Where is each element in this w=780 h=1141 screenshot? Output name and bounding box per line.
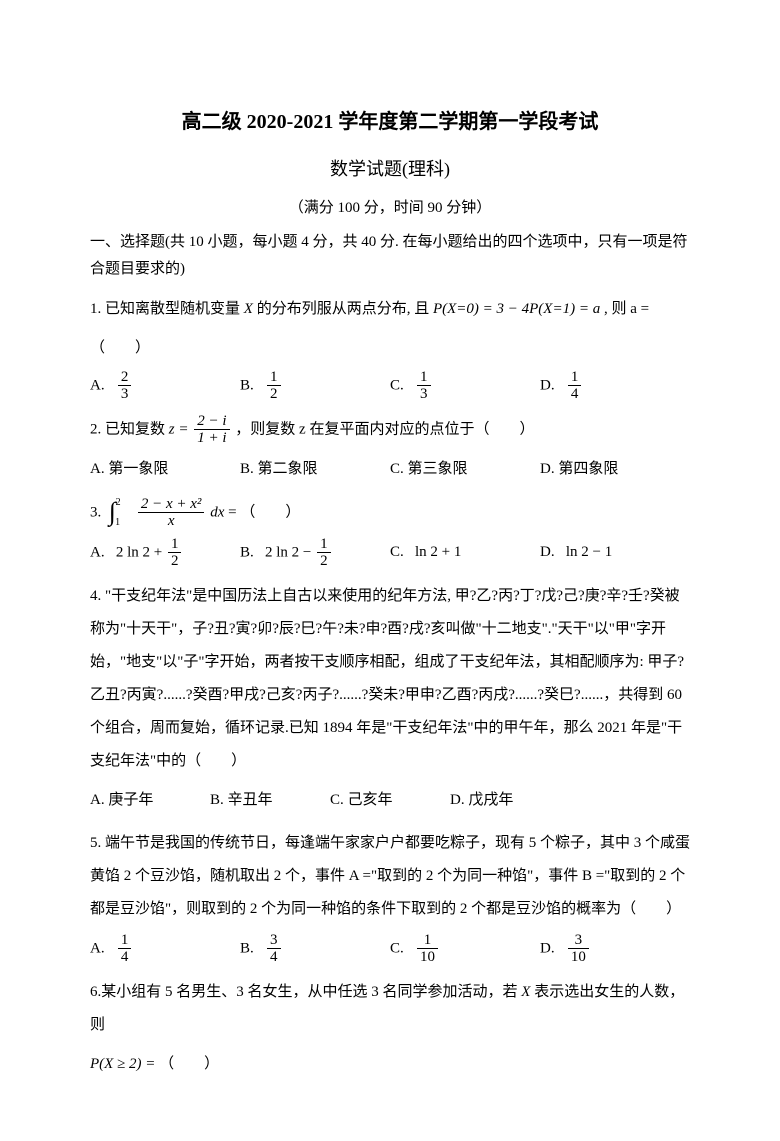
q1-c-num: 1 [417,369,431,387]
q5-a-lbl: A. [90,940,105,956]
q1-d-num: 1 [568,369,582,387]
q2-zeq: z = [169,421,189,437]
q3-b-main: 2 ln 2 − [265,544,311,560]
q4-opt-d: D. 戊戌年 [450,784,570,817]
q3-a-num: 1 [168,536,182,554]
q4-opt-c: C. 己亥年 [330,784,450,817]
q1-opt-b: B. 12 [240,369,390,403]
q3-b-den: 2 [317,553,331,570]
q5-a-den: 4 [118,949,132,966]
q2-opt-a: A. 第一象限 [90,453,240,486]
q3-d-val: ln 2 − 1 [566,544,612,560]
question-3: 3. ∫ 2 1 2 − x + x² x dx = （ ） [90,496,690,530]
question-2: 2. 已知复数 z = 2 − i 1 + i ，则复数 z 在复平面内对应的点… [90,413,690,447]
q1-stem-post: , 则 a = [604,301,649,317]
q3-options: A. 2 ln 2 + 12 B. 2 ln 2 − 12 C. ln 2 + … [90,536,690,570]
page-title: 高二级 2020-2021 学年度第二学期第一学段考试 [90,100,690,144]
q3-lead: 3. [90,504,101,520]
q1-b-label: B. [240,377,254,393]
q1-var-x: X [244,301,257,317]
q3-c-val: ln 2 + 1 [415,544,461,560]
q3-den: x [138,513,205,530]
q5-opt-d: D. 310 [540,932,690,966]
q6-formula-line: P(X ≥ 2) = （ ） [90,1048,690,1081]
q3-a-lbl: A. [90,544,105,560]
q1-c-den: 3 [417,386,431,403]
q3-b-num: 1 [317,536,331,554]
q5-c-den: 10 [417,949,438,966]
q6-var-x: X [521,984,534,1000]
q3-b-lbl: B. [240,544,254,560]
q1-stem-mid: 的分布列服从两点分布, 且 [257,301,430,317]
q5-d-num: 3 [568,932,589,950]
q5-c-num: 1 [417,932,438,950]
q2-stem-pre: 2. 已知复数 [90,421,165,437]
section-1-header: 一、选择题(共 10 小题，每小题 4 分，共 40 分. 在每小题给出的四个选… [90,229,690,283]
q5-a-num: 1 [118,932,132,950]
q2-opt-c: C. 第三象限 [390,453,540,486]
q2-opt-d: D. 第四象限 [540,453,690,486]
question-1: 1. 已知离散型随机变量 X 的分布列服从两点分布, 且 P(X=0) = 3 … [90,293,690,326]
q6-pre: 6.某小组有 5 名男生、3 名女生，从中任选 3 名同学参加活动，若 [90,984,518,1000]
q3-dx: dx [210,504,224,520]
q2-stem-post: ，则复数 z 在复平面内对应的点位于（ ） [235,421,534,437]
q5-opt-a: A. 14 [90,932,240,966]
q2-frac-den: 1 + i [194,430,229,447]
q1-a-num: 2 [118,369,132,387]
q3-a-main: 2 ln 2 + [116,544,162,560]
q1-formula: P(X=0) = 3 − 4P(X=1) = a [433,301,600,317]
q1-c-label: C. [390,377,404,393]
q1-opt-c: C. 13 [390,369,540,403]
q1-d-label: D. [540,377,555,393]
q5-d-lbl: D. [540,940,555,956]
page-meta: （满分 100 分，时间 90 分钟） [90,192,690,225]
q5-opt-c: C. 110 [390,932,540,966]
q3-opt-c: C. ln 2 + 1 [390,536,540,570]
q3-num: 2 − x + x² [138,496,205,514]
q1-d-den: 4 [568,386,582,403]
q2-opt-b: B. 第二象限 [240,453,390,486]
q4-opt-a: A. 庚子年 [90,784,210,817]
q1-options: A. 23 B. 12 C. 13 D. 14 [90,369,690,403]
q3-a-den: 2 [168,553,182,570]
q1-b-num: 1 [267,369,281,387]
q3-opt-b: B. 2 ln 2 − 12 [240,536,390,570]
q3-c-lbl: C. [390,544,404,560]
q5-b-lbl: B. [240,940,254,956]
q3-opt-a: A. 2 ln 2 + 12 [90,536,240,570]
q3-limits: 2 1 [120,508,133,518]
q2-frac-num: 2 − i [194,413,229,431]
q3-upper: 2 [116,497,121,508]
q5-options: A. 14 B. 34 C. 110 D. 310 [90,932,690,966]
q5-opt-b: B. 34 [240,932,390,966]
q4-opt-b: B. 辛丑年 [210,784,330,817]
question-5: 5. 端午节是我国的传统节日，每逢端午家家户户都要吃粽子，现有 5 个粽子，其中… [90,827,690,926]
q1-opt-a: A. 23 [90,369,240,403]
q1-opt-d: D. 14 [540,369,690,403]
q5-b-num: 3 [267,932,281,950]
q4-options: A. 庚子年 B. 辛丑年 C. 己亥年 D. 戊戌年 [90,784,690,817]
q3-lower: 1 [115,517,120,528]
q6-blank: （ ） [159,1056,219,1072]
q2-options: A. 第一象限 B. 第二象限 C. 第三象限 D. 第四象限 [90,453,690,486]
q3-d-lbl: D. [540,544,555,560]
q3-eq: = （ ） [228,504,300,520]
q1-stem-pre: 1. 已知离散型随机变量 [90,301,240,317]
q5-d-den: 10 [568,949,589,966]
question-4: 4. "干支纪年法"是中国历法上自古以来使用的纪年方法, 甲?乙?丙?丁?戊?己… [90,580,690,778]
page-subtitle: 数学试题(理科) [90,150,690,190]
q1-a-label: A. [90,377,105,393]
q3-opt-d: D. ln 2 − 1 [540,536,690,570]
q1-blank: （ ） [90,332,690,365]
exam-page: 高二级 2020-2021 学年度第二学期第一学段考试 数学试题(理科) （满分… [0,0,780,1141]
q5-c-lbl: C. [390,940,404,956]
question-6: 6.某小组有 5 名男生、3 名女生，从中任选 3 名同学参加活动，若 X 表示… [90,976,690,1042]
q1-a-den: 3 [118,386,132,403]
q5-b-den: 4 [267,949,281,966]
q1-b-den: 2 [267,386,281,403]
q6-formula: P(X ≥ 2) = [90,1056,159,1072]
